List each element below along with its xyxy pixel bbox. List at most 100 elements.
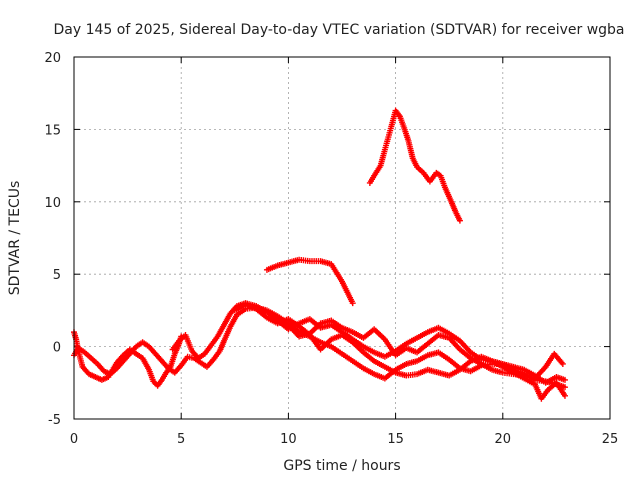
data-point-fill <box>340 352 354 363</box>
data-point-fill <box>298 257 311 264</box>
data-point-fill <box>265 315 279 326</box>
y-tick-label-5: 20 <box>44 51 61 66</box>
data-point-fill <box>287 317 301 329</box>
data-point-fill <box>382 125 394 151</box>
data-point-fill <box>394 341 408 353</box>
x-tick-label-4: 20 <box>495 432 512 447</box>
data-point-fill <box>211 349 222 361</box>
data-point-fill <box>361 327 376 340</box>
data-point-fill <box>209 335 220 347</box>
data-point-fill <box>80 365 91 376</box>
data-point-fill <box>286 323 301 339</box>
data-point-fill <box>339 280 355 305</box>
y-tick-label-4: 15 <box>44 123 61 138</box>
data-point-fill <box>393 109 402 118</box>
data-point-fill <box>437 325 451 336</box>
data-point-fill <box>469 363 483 374</box>
data-point-fill <box>426 325 440 335</box>
data-point-fill <box>159 371 169 382</box>
data-point-fill <box>87 371 97 380</box>
y-tick-label-1: 0 <box>53 341 61 356</box>
data-point-fill <box>319 337 333 352</box>
data-point-fill <box>140 356 152 372</box>
data-point-fill <box>523 376 537 387</box>
data-point-fill <box>244 302 258 312</box>
data-point-fill <box>405 335 419 346</box>
data-point-fill <box>95 362 106 373</box>
data-point-fill <box>340 333 354 345</box>
data-point-fill <box>72 346 81 357</box>
data-point-fill <box>153 352 164 363</box>
x-axis-label: GPS time / hours <box>283 458 400 474</box>
data-point-fill <box>221 311 233 327</box>
data-point-fill <box>217 339 227 353</box>
data-point-fill <box>469 356 483 367</box>
data-point-fill <box>480 354 494 364</box>
data-point-fill <box>89 356 99 366</box>
series-track-5 <box>274 314 566 382</box>
data-point-fill <box>351 337 365 349</box>
data-point-fill <box>147 345 158 356</box>
data-point-fill <box>415 341 430 355</box>
data-point-fill <box>128 345 138 356</box>
data-point-fill <box>405 139 416 160</box>
data-point-fill <box>109 366 119 376</box>
data-point-fill <box>141 340 151 349</box>
data-point-fill <box>254 307 269 320</box>
data-point-fill <box>554 381 567 398</box>
data-point-fill <box>394 346 408 358</box>
data-point-fill <box>367 174 377 185</box>
data-point-fill <box>146 368 156 383</box>
data-point-fill <box>447 331 462 343</box>
series-track-4 <box>231 301 568 402</box>
data-point-fill <box>160 359 171 370</box>
data-point-fill <box>186 354 195 361</box>
data-point-fill <box>287 257 301 266</box>
data-point-fill <box>458 347 473 360</box>
data-point-fill <box>458 359 473 372</box>
data-point-fill <box>372 350 387 360</box>
data-point-fill <box>255 304 269 314</box>
data-point-fill <box>372 327 387 341</box>
data-point-fill <box>196 351 207 361</box>
y-axis-label: SDTVAR / TECUs <box>7 181 23 296</box>
data-point-fill <box>177 333 187 343</box>
data-point-fill <box>383 364 397 375</box>
data-point-fill <box>121 352 132 363</box>
data-point-fill <box>100 374 110 383</box>
x-tick-label-3: 15 <box>387 432 404 447</box>
data-point-fill <box>330 332 344 342</box>
data-point-fill <box>539 388 550 400</box>
data-point-fill <box>410 157 420 169</box>
data-point-fill <box>458 339 473 354</box>
data-point-fill <box>134 351 144 361</box>
data-point-fill <box>221 325 233 342</box>
x-tick-label-5: 25 <box>602 432 619 447</box>
data-point-fill <box>533 365 548 381</box>
y-tick-label-2: 5 <box>53 268 61 283</box>
x-tick-label-0: 0 <box>70 432 78 447</box>
data-point-fill <box>397 115 407 130</box>
data-point-fill <box>372 371 387 381</box>
data-point-fill <box>362 366 376 377</box>
data-point-fill <box>351 330 365 340</box>
data-point-fill <box>235 307 247 317</box>
data-point-fill <box>351 359 365 371</box>
data-point-fill <box>415 165 425 175</box>
data-point-fill <box>308 321 323 336</box>
data-point-fill <box>155 378 164 388</box>
data-point-fill <box>415 367 429 377</box>
data-point-fill <box>166 366 177 375</box>
plot-frame <box>73 56 611 420</box>
data-point-fill <box>552 352 565 366</box>
data-point-fill <box>330 344 344 356</box>
data-point-fill <box>426 333 440 346</box>
data-point-fill <box>415 330 429 340</box>
series-track-7 <box>366 107 463 224</box>
data-point-fill <box>203 343 213 356</box>
data-point-fill <box>102 368 112 377</box>
chart-title: Day 145 of 2025, Sidereal Day-to-day VTE… <box>53 22 624 38</box>
data-point-fill <box>76 346 87 355</box>
data-point-fill <box>523 367 537 378</box>
